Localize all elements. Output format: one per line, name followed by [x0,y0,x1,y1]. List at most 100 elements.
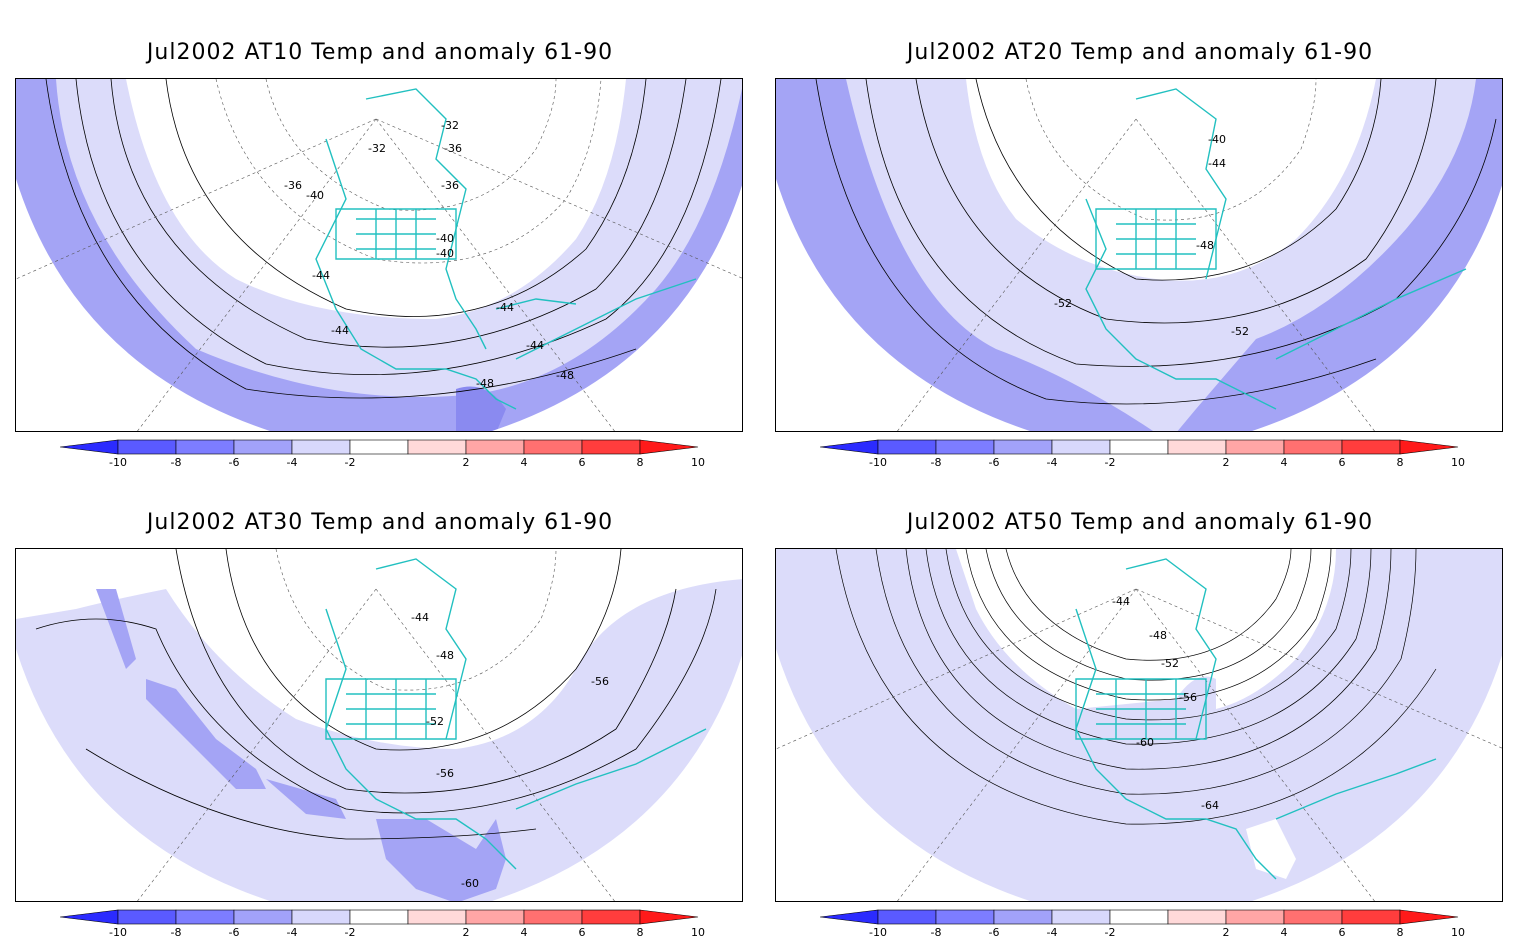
colorbar-segment [1167,909,1227,925]
colorbar-segment [291,909,351,925]
colorbar-segment [465,439,525,455]
colorbar-tick-label: -6 [989,456,1000,468]
anomaly-region-4 [146,679,266,789]
colorbar-tick-label: 4 [1281,456,1288,468]
contour-label: -44 [331,324,349,337]
colorbar-tick-label: -10 [869,456,887,468]
colorbar-tick-label: -10 [109,456,127,468]
colorbar-tick-label: -8 [931,456,942,468]
panel-title: Jul2002 AT30 Temp and anomaly 61-90 [146,510,614,535]
colorbar-tick-label: 8 [1397,456,1404,468]
colorbar-segment [1283,439,1343,455]
colorbar-arrow-high [639,909,699,925]
panel-title: Jul2002 AT50 Temp and anomaly 61-90 [906,510,1374,535]
colorbar-segment [407,439,467,455]
colorbar-segment [523,909,583,925]
colorbar-tick-label: -8 [931,926,942,938]
panel-at50: Jul2002 AT50 Temp and anomaly 61-90 [760,470,1520,940]
contour-label: -40 [436,247,454,260]
colorbar-tick-label: 8 [637,926,644,938]
anomaly-region-4 [376,819,506,901]
colorbar-segment [1109,439,1169,455]
colorbar-tick-label: -2 [345,456,356,468]
contour-label: -36 [441,179,459,192]
outside-domain [16,179,271,431]
contour-label: -44 [1112,595,1130,608]
colorbar-tick-label: 2 [463,456,470,468]
contour-label: -52 [1161,657,1179,670]
contour-label: -64 [1201,799,1219,812]
colorbar-segment [407,909,467,925]
colorbar-tick-label: 2 [1223,926,1230,938]
colorbar-tick-label: 6 [579,456,586,468]
colorbar-tick-label: -2 [1105,926,1116,938]
colorbar-tick-label: -2 [345,926,356,938]
map-at30: -44 -48 -52 -56 -56 -60 [15,548,743,902]
colorbar-segment [935,909,995,925]
colorbar-segment [993,439,1053,455]
colorbar-tick-label: -8 [171,926,182,938]
map-at10: -32 -32 -36 -36 -36 -40 -40 -40 -44 -44 … [15,78,743,432]
colorbar-tick-label: -10 [869,926,887,938]
colorbar-arrow-high [639,439,699,455]
colorbar: -10 -8 -6 -4 -2 2 4 6 8 10 [60,909,705,938]
anomaly-region-6 [456,386,506,431]
colorbar-tick-label: 4 [521,926,528,938]
colorbar-tick-label: 10 [691,926,705,938]
colorbar-arrow-low [820,439,879,455]
colorbar-segment [581,439,641,455]
map-at50: -44 -48 -52 -56 -60 -64 [775,548,1503,902]
colorbar-arrow-low [60,439,119,455]
colorbar-segment [877,439,937,455]
no-anomaly-region [126,79,626,319]
outside-domain [491,655,742,901]
colorbar: -10 -8 -6 -4 -2 2 4 6 8 10 [820,439,1465,468]
colorbar-tick-label: 2 [1223,456,1230,468]
colorbar-tick-label: 8 [1397,926,1404,938]
no-anomaly-region [16,549,742,749]
contour-label: -48 [476,377,494,390]
outside-domain [1251,655,1502,901]
contour-label: -60 [461,877,479,890]
contour-label: -48 [556,369,574,382]
colorbar-segment [349,439,409,455]
contour-label: -36 [444,142,462,155]
panel-title: Jul2002 AT10 Temp and anomaly 61-90 [146,40,614,65]
colorbar-tick-label: -4 [1047,456,1058,468]
colorbar-tick-label: 10 [1451,926,1465,938]
colorbar-tick-label: 4 [521,456,528,468]
panel-at10: Jul2002 AT10 Temp and anomaly 61-90 [0,0,760,470]
colorbar-tick-label: 10 [1451,456,1465,468]
colorbar-segment [1051,439,1111,455]
colorbar-tick-label: -6 [989,926,1000,938]
outside-domain [1251,185,1502,431]
contour-label: -48 [1149,629,1167,642]
colorbar-segment [117,439,177,455]
no-anomaly-region [966,79,1376,281]
colorbar-tick-label: 2 [463,926,470,938]
colorbar-segment [1109,909,1169,925]
anomaly-region-4 [266,779,346,819]
panel-at20: Jul2002 AT20 Temp and anomaly 61-90 [760,0,1520,470]
colorbar-segment [993,909,1053,925]
panel-title: Jul2002 AT20 Temp and anomaly 61-90 [906,40,1374,65]
colorbar-segment [935,439,995,455]
contour-label: -52 [1231,325,1249,338]
contour-label: -52 [426,715,444,728]
map-at20: -40 -44 -48 -52 -52 [775,78,1503,432]
colorbar: -10 -8 -6 -4 -2 2 4 6 8 10 [60,439,705,468]
colorbar-segment [1167,439,1227,455]
colorbar-tick-label: -10 [109,926,127,938]
colorbar-tick-label: 6 [579,926,586,938]
colorbar-tick-label: 10 [691,456,705,468]
colorbar-segment [877,909,937,925]
colorbar-tick-label: -6 [229,926,240,938]
no-anomaly-region [1246,819,1296,879]
colorbar-tick-label: 6 [1339,456,1346,468]
colorbar-arrow-high [1399,909,1459,925]
colorbar-tick-label: -4 [287,926,298,938]
colorbar-tick-label: -4 [287,456,298,468]
colorbar-tick-label: -8 [171,456,182,468]
contour-label: -56 [1179,691,1197,704]
outside-domain [776,179,1031,431]
